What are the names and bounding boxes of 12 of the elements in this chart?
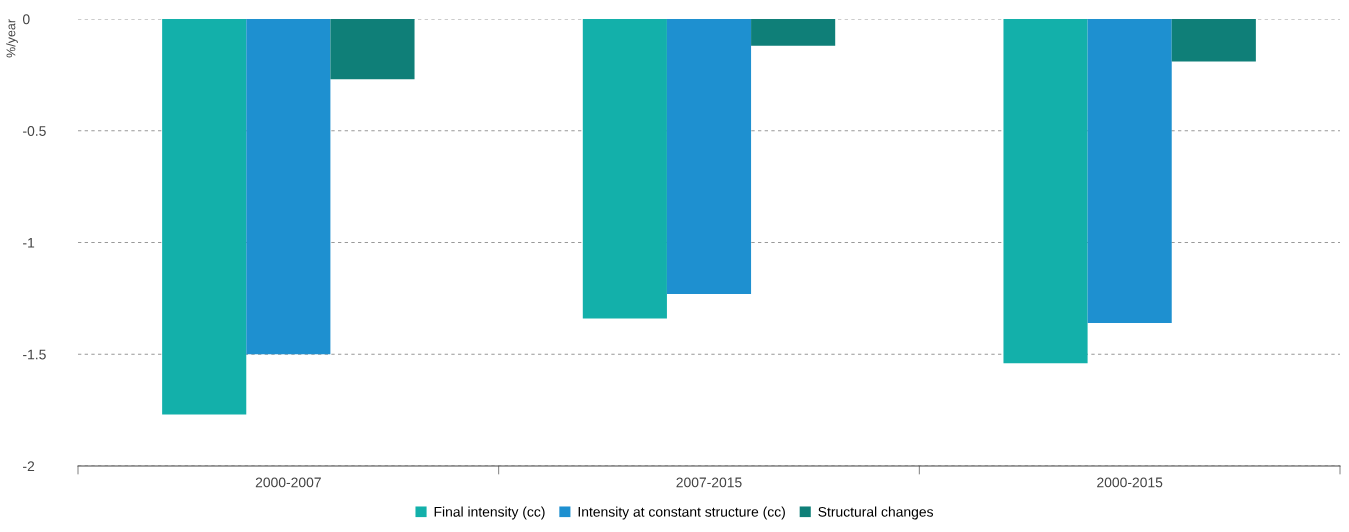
- y-tick-label: -1: [23, 237, 35, 248]
- legend-label: Final intensity (cc): [434, 506, 545, 520]
- y-axis-title: %/year: [6, 19, 18, 58]
- x-tick-label: 2007-2015: [676, 477, 742, 488]
- legend-label: Structural changes: [818, 506, 934, 520]
- y-tick-label: -2: [23, 461, 35, 472]
- y-tick-label: 0: [22, 14, 30, 25]
- y-tick-label: -0.5: [23, 126, 46, 136]
- x-tick-label: 2000-2007: [255, 477, 321, 488]
- x-tick-label: 2000-2015: [1097, 477, 1163, 488]
- y-tick-label: -1.5: [23, 349, 46, 360]
- legend-label: Intensity at constant structure (cc): [578, 506, 785, 520]
